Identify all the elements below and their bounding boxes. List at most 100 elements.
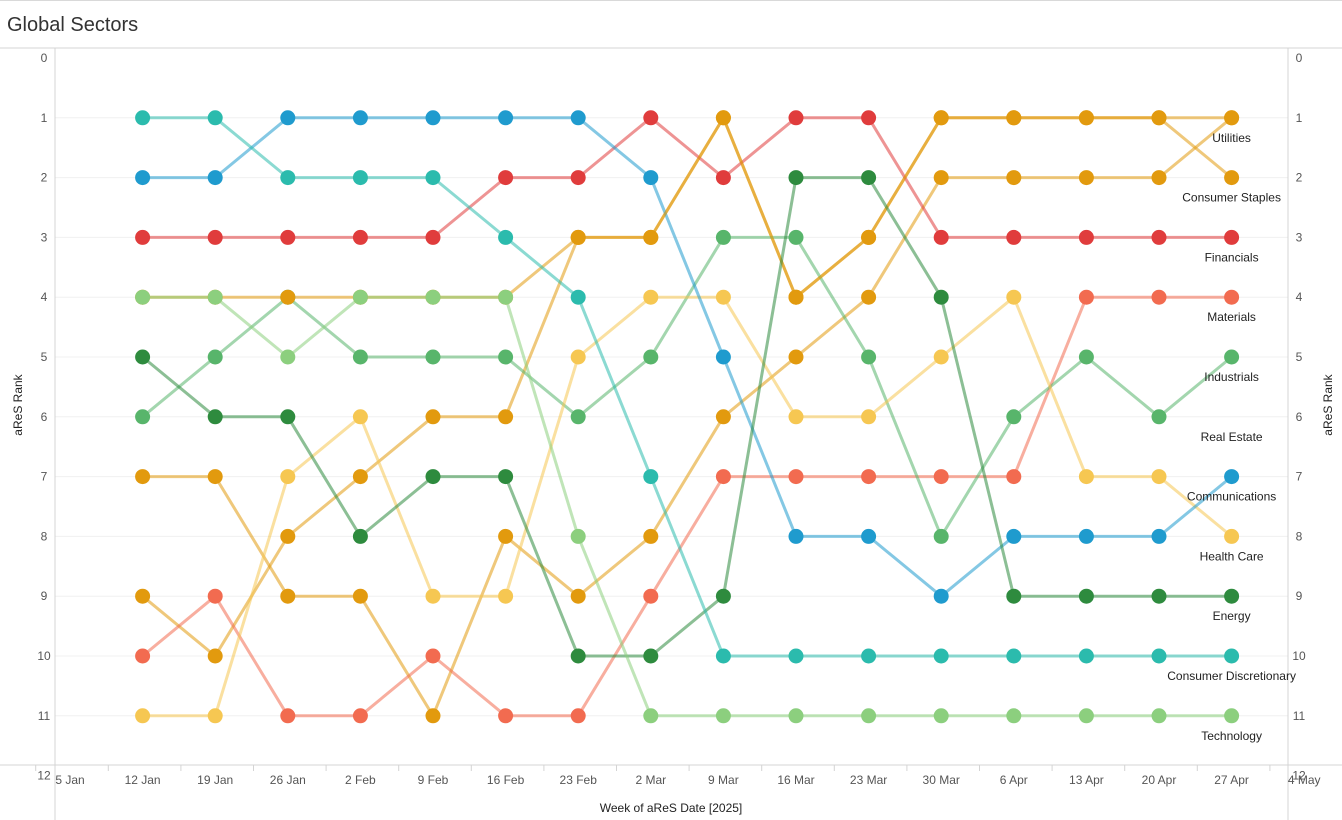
series-point[interactable]: [207, 289, 223, 305]
series-point[interactable]: [425, 708, 441, 724]
series-point[interactable]: [425, 229, 441, 245]
series-point[interactable]: [280, 349, 296, 365]
series-point[interactable]: [933, 110, 949, 126]
series-point[interactable]: [643, 289, 659, 305]
series-point[interactable]: [425, 648, 441, 664]
series-point[interactable]: [425, 110, 441, 126]
series-point[interactable]: [1224, 110, 1240, 126]
series-point[interactable]: [207, 170, 223, 186]
series-point[interactable]: [1151, 409, 1167, 425]
series-point[interactable]: [498, 409, 514, 425]
series-point[interactable]: [135, 289, 151, 305]
series-point[interactable]: [715, 349, 731, 365]
series-point[interactable]: [570, 229, 586, 245]
series-point[interactable]: [715, 110, 731, 126]
series-point[interactable]: [280, 229, 296, 245]
series-point[interactable]: [135, 469, 151, 485]
series-point[interactable]: [425, 289, 441, 305]
series-point[interactable]: [1224, 229, 1240, 245]
series-point[interactable]: [352, 110, 368, 126]
series-point[interactable]: [352, 528, 368, 544]
series-point[interactable]: [643, 110, 659, 126]
series-point[interactable]: [207, 409, 223, 425]
series-point[interactable]: [1078, 229, 1094, 245]
series-point[interactable]: [570, 289, 586, 305]
series-point[interactable]: [1224, 588, 1240, 604]
series-point[interactable]: [1078, 170, 1094, 186]
series-point[interactable]: [1078, 349, 1094, 365]
series-point[interactable]: [1078, 648, 1094, 664]
series-point[interactable]: [861, 409, 877, 425]
series-point[interactable]: [933, 588, 949, 604]
series-point[interactable]: [352, 708, 368, 724]
series-point[interactable]: [1224, 528, 1240, 544]
series-point[interactable]: [861, 289, 877, 305]
series-point[interactable]: [280, 110, 296, 126]
series-point[interactable]: [1078, 469, 1094, 485]
series-point[interactable]: [498, 229, 514, 245]
series-point[interactable]: [570, 588, 586, 604]
series-point[interactable]: [861, 708, 877, 724]
series-point[interactable]: [207, 588, 223, 604]
series-point[interactable]: [280, 170, 296, 186]
series-point[interactable]: [207, 708, 223, 724]
series-point[interactable]: [861, 528, 877, 544]
series-point[interactable]: [135, 349, 151, 365]
series-point[interactable]: [643, 170, 659, 186]
series-point[interactable]: [861, 469, 877, 485]
series-point[interactable]: [207, 648, 223, 664]
series-point[interactable]: [788, 648, 804, 664]
series-point[interactable]: [643, 588, 659, 604]
series-point[interactable]: [1224, 469, 1240, 485]
series-point[interactable]: [1006, 588, 1022, 604]
series-point[interactable]: [425, 409, 441, 425]
series-point[interactable]: [352, 409, 368, 425]
series-point[interactable]: [788, 349, 804, 365]
series-point[interactable]: [498, 528, 514, 544]
series-point[interactable]: [933, 469, 949, 485]
series-point[interactable]: [135, 588, 151, 604]
series-point[interactable]: [643, 528, 659, 544]
series-point[interactable]: [715, 229, 731, 245]
series-point[interactable]: [570, 528, 586, 544]
series-point[interactable]: [280, 289, 296, 305]
series-point[interactable]: [1006, 648, 1022, 664]
series-point[interactable]: [1006, 528, 1022, 544]
series-point[interactable]: [1224, 289, 1240, 305]
series-point[interactable]: [207, 110, 223, 126]
series-point[interactable]: [861, 229, 877, 245]
series-point[interactable]: [135, 110, 151, 126]
series-point[interactable]: [715, 588, 731, 604]
series-point[interactable]: [788, 170, 804, 186]
series-point[interactable]: [1151, 588, 1167, 604]
series-point[interactable]: [1078, 110, 1094, 126]
series-point[interactable]: [1224, 648, 1240, 664]
series-point[interactable]: [207, 469, 223, 485]
series-point[interactable]: [715, 708, 731, 724]
series-point[interactable]: [788, 289, 804, 305]
series-point[interactable]: [280, 588, 296, 604]
series-point[interactable]: [352, 170, 368, 186]
series-point[interactable]: [1151, 289, 1167, 305]
series-point[interactable]: [570, 110, 586, 126]
series-point[interactable]: [280, 528, 296, 544]
series-point[interactable]: [135, 229, 151, 245]
series-point[interactable]: [135, 648, 151, 664]
series-point[interactable]: [933, 229, 949, 245]
series-point[interactable]: [425, 588, 441, 604]
series-point[interactable]: [861, 648, 877, 664]
series-point[interactable]: [933, 289, 949, 305]
series-point[interactable]: [425, 170, 441, 186]
series-point[interactable]: [1224, 349, 1240, 365]
series-point[interactable]: [1151, 708, 1167, 724]
series-point[interactable]: [498, 708, 514, 724]
series-point[interactable]: [715, 409, 731, 425]
series-point[interactable]: [1006, 229, 1022, 245]
series-point[interactable]: [570, 648, 586, 664]
series-point[interactable]: [1151, 648, 1167, 664]
series-point[interactable]: [933, 349, 949, 365]
series-point[interactable]: [715, 289, 731, 305]
series-point[interactable]: [643, 349, 659, 365]
series-point[interactable]: [1006, 170, 1022, 186]
series-point[interactable]: [715, 648, 731, 664]
